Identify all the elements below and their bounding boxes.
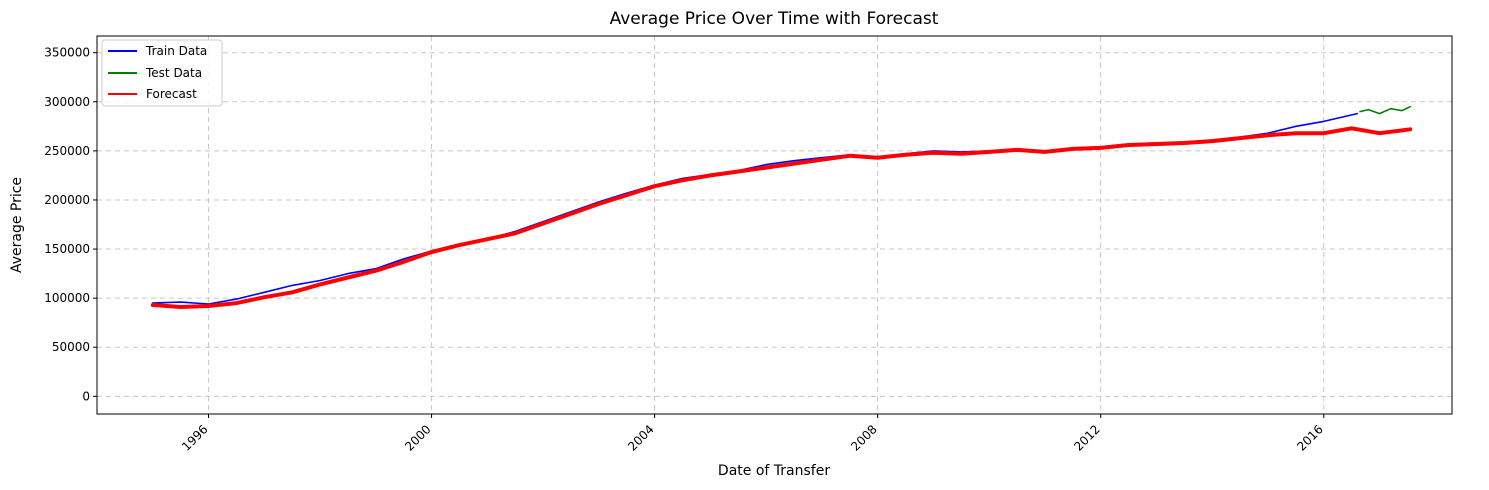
- y-axis: 0 50000 100000 150000 200000 250000 300000 3500…: [44, 46, 97, 403]
- y-tick-label: 200000: [44, 193, 90, 207]
- x-axis-title: Date of Transfer: [718, 463, 830, 479]
- series-line-forecast: [150, 126, 1413, 309]
- y-tick-label: 300000: [44, 95, 90, 109]
- legend-box: [101, 39, 223, 107]
- y-tick-label: 350000: [44, 46, 90, 60]
- y-tick-label: 0: [82, 389, 90, 403]
- legend: Train Data Test Data Forecast: [101, 39, 223, 107]
- series-line-test-data: [1359, 105, 1411, 115]
- series-layer: [150, 105, 1413, 309]
- y-tick-label: 250000: [44, 144, 90, 158]
- y-tick-label: 100000: [44, 291, 90, 305]
- grid-lines: [97, 36, 1452, 414]
- legend-label-train: Train Data: [145, 44, 207, 58]
- legend-label-forecast: Forecast: [146, 87, 197, 101]
- y-tick-label: 50000: [52, 340, 90, 354]
- y-tick-label: 150000: [44, 242, 90, 256]
- y-axis-title: Average Price: [9, 177, 25, 273]
- plot-frame: [96, 35, 1453, 415]
- chart-title: Average Price Over Time with Forecast: [610, 9, 939, 29]
- legend-label-test: Test Data: [145, 66, 202, 80]
